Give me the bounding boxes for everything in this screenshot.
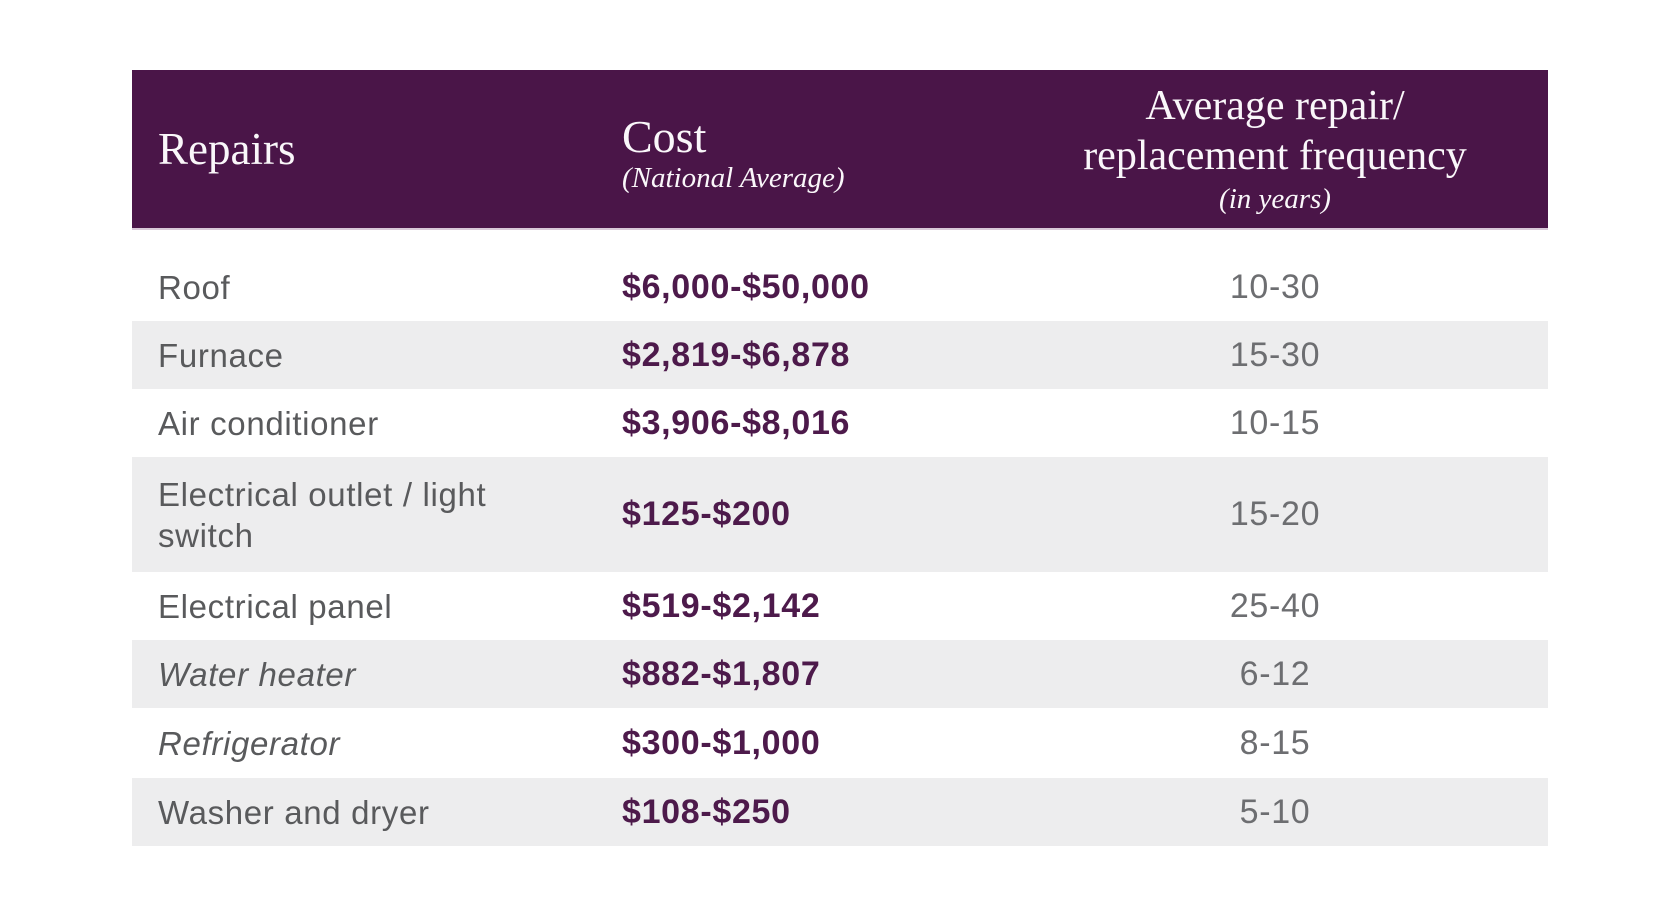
repair-cost: $519-$2,142 bbox=[622, 586, 821, 625]
repair-cost: $125-$200 bbox=[622, 495, 791, 533]
table-header-row: Repairs Cost (National Average) Average … bbox=[132, 70, 1548, 230]
table-row-washer-and-dryer: Washer and dryer $108-$250 5-10 bbox=[132, 778, 1548, 846]
repair-name: Electrical outlet / light switch bbox=[132, 474, 596, 556]
repair-name: Refrigerator bbox=[132, 723, 596, 764]
column-header-frequency-line1: Average repair/ bbox=[1145, 83, 1405, 129]
repair-name: Furnace bbox=[132, 335, 596, 376]
repair-cost: $6,000-$50,000 bbox=[622, 267, 870, 306]
column-header-cost: Cost (National Average) bbox=[596, 70, 1010, 228]
repair-name-label: Refrigerator bbox=[158, 724, 341, 762]
table-row-refrigerator: Refrigerator $300-$1,000 8-15 bbox=[132, 708, 1548, 778]
repair-name: Washer and dryer bbox=[132, 792, 596, 833]
repair-frequency: 8-15 bbox=[1239, 723, 1311, 762]
table-row-roof: Roof $6,000-$50,000 10-30 bbox=[132, 253, 1548, 321]
table-row-air-conditioner: Air conditioner $3,906-$8,016 10-15 bbox=[132, 389, 1548, 457]
repair-frequency: 15-20 bbox=[1229, 495, 1321, 533]
table-row-electrical-panel: Electrical panel $519-$2,142 25-40 bbox=[132, 572, 1548, 640]
repair-name: Roof bbox=[132, 267, 596, 308]
repair-name: Electrical panel bbox=[132, 586, 596, 627]
column-header-frequency: Average repair/ replacement frequency (i… bbox=[1010, 70, 1548, 228]
column-header-cost-sublabel: (National Average) bbox=[622, 162, 845, 194]
repair-frequency: 15-30 bbox=[1229, 335, 1321, 374]
repair-frequency: 10-30 bbox=[1229, 267, 1321, 306]
table-row-water-heater: Water heater $882-$1,807 6-12 bbox=[132, 640, 1548, 708]
repair-name: Air conditioner bbox=[132, 403, 596, 444]
column-header-repairs: Repairs bbox=[132, 70, 596, 228]
repair-name-label: Electrical outlet / light switch bbox=[158, 475, 487, 554]
repair-name-label: Washer and dryer bbox=[158, 793, 430, 831]
column-header-frequency-sublabel: (in years) bbox=[1219, 183, 1331, 215]
repair-cost: $882-$1,807 bbox=[622, 654, 821, 693]
table-row-furnace: Furnace $2,819-$6,878 15-30 bbox=[132, 321, 1548, 389]
repair-frequency: 10-15 bbox=[1229, 403, 1321, 442]
column-header-repairs-label: Repairs bbox=[158, 124, 296, 174]
repair-frequency: 5-10 bbox=[1239, 792, 1311, 831]
column-header-frequency-line2: replacement frequency bbox=[1083, 133, 1467, 179]
repair-frequency: 25-40 bbox=[1229, 586, 1321, 625]
repair-cost: $108-$250 bbox=[622, 792, 791, 831]
repair-cost-table: Repairs Cost (National Average) Average … bbox=[132, 70, 1548, 846]
repair-name-label: Water heater bbox=[158, 655, 357, 693]
repair-cost: $2,819-$6,878 bbox=[622, 335, 851, 374]
repair-name-label: Electrical panel bbox=[158, 587, 393, 625]
column-header-cost-label: Cost bbox=[622, 111, 707, 162]
table-row-electrical-outlet-light-switch: Electrical outlet / light switch $125-$2… bbox=[132, 457, 1548, 572]
repair-name-label: Air conditioner bbox=[158, 404, 379, 442]
header-gap bbox=[132, 230, 1548, 253]
repair-name-label: Furnace bbox=[158, 336, 284, 374]
repair-name-label: Roof bbox=[158, 268, 231, 306]
repair-name: Water heater bbox=[132, 654, 596, 695]
repair-cost: $300-$1,000 bbox=[622, 723, 821, 762]
repair-cost: $3,906-$8,016 bbox=[622, 403, 851, 442]
repair-frequency: 6-12 bbox=[1239, 654, 1311, 693]
